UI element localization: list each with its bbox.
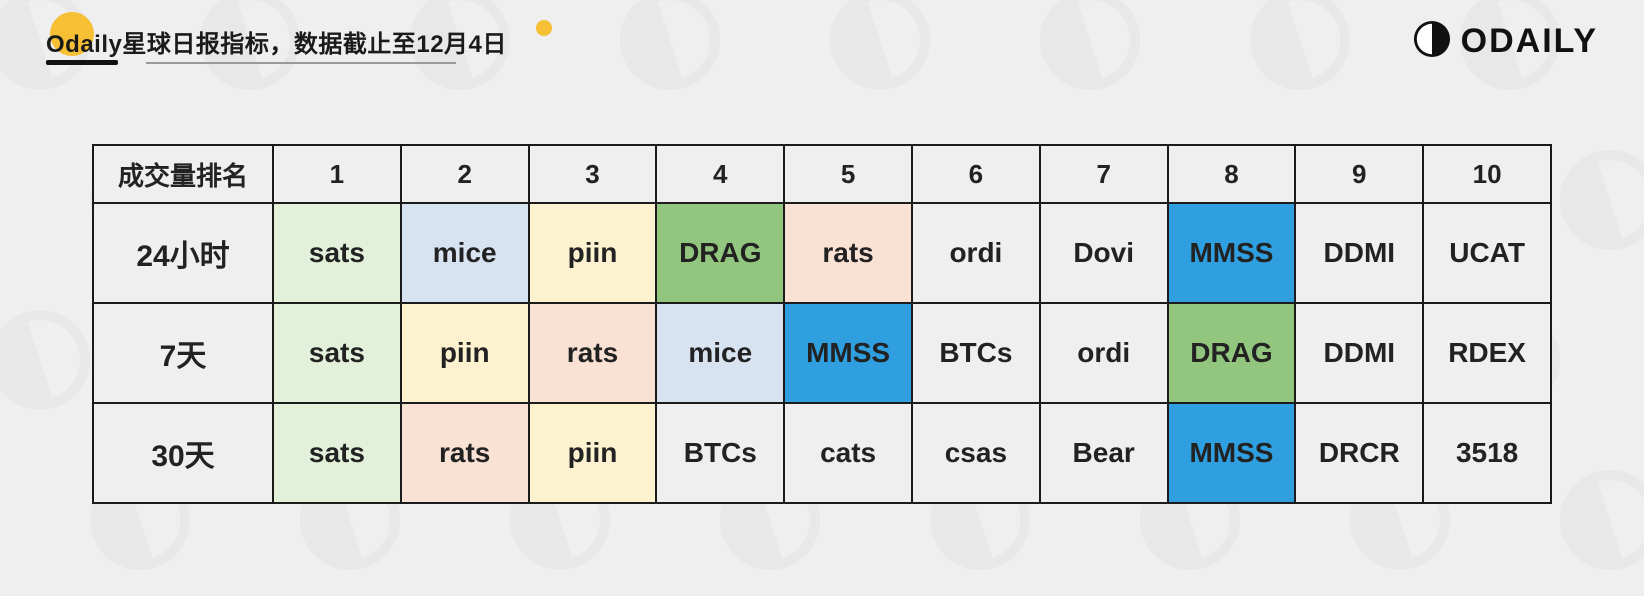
rank-cell: DDMI — [1295, 303, 1423, 403]
accent-circle-small — [536, 20, 552, 36]
rank-cell: ordi — [1040, 303, 1168, 403]
rank-cell: 3518 — [1423, 403, 1551, 503]
rank-cell: BTCs — [656, 403, 784, 503]
header: Odaily星球日报指标，数据截止至12月4日 ODAILY — [36, 18, 1608, 78]
rank-cell: sats — [273, 403, 401, 503]
title-underline-bold — [46, 60, 118, 65]
brand: ODAILY — [1413, 20, 1598, 63]
header-label: 成交量排名 — [93, 145, 273, 203]
header-rank-6: 6 — [912, 145, 1040, 203]
rank-cell: mice — [656, 303, 784, 403]
rank-cell: MMSS — [1168, 403, 1296, 503]
header-rank-7: 7 — [1040, 145, 1168, 203]
header-rank-5: 5 — [784, 145, 912, 203]
rank-cell: RDEX — [1423, 303, 1551, 403]
rank-cell: sats — [273, 303, 401, 403]
rank-cell: UCAT — [1423, 203, 1551, 303]
rank-cell: mice — [401, 203, 529, 303]
header-rank-4: 4 — [656, 145, 784, 203]
rank-cell: DRAG — [656, 203, 784, 303]
rank-cell: rats — [784, 203, 912, 303]
title-wrap: Odaily星球日报指标，数据截止至12月4日 — [36, 18, 507, 59]
rank-cell: MMSS — [784, 303, 912, 403]
brand-logo-icon — [1413, 20, 1451, 63]
table-row: 7天satspiinratsmiceMMSSBTCsordiDRAGDDMIRD… — [93, 303, 1551, 403]
rank-cell: piin — [529, 203, 657, 303]
table-row: 30天satsratspiinBTCscatscsasBearMMSSDRCR3… — [93, 403, 1551, 503]
page-title: Odaily星球日报指标，数据截止至12月4日 — [36, 18, 507, 59]
rank-cell: cats — [784, 403, 912, 503]
header-rank-1: 1 — [273, 145, 401, 203]
brand-text: ODAILY — [1461, 22, 1598, 61]
rank-cell: piin — [401, 303, 529, 403]
header-rank-9: 9 — [1295, 145, 1423, 203]
row-label: 30天 — [93, 403, 273, 503]
title-underline-thin — [146, 62, 456, 64]
rank-cell: sats — [273, 203, 401, 303]
rank-cell: MMSS — [1168, 203, 1296, 303]
header-rank-2: 2 — [401, 145, 529, 203]
table-row: 24小时satsmicepiinDRAGratsordiDoviMMSSDDMI… — [93, 203, 1551, 303]
rank-cell: DRAG — [1168, 303, 1296, 403]
rank-cell: csas — [912, 403, 1040, 503]
rank-cell: ordi — [912, 203, 1040, 303]
rank-cell: DDMI — [1295, 203, 1423, 303]
header-rank-10: 10 — [1423, 145, 1551, 203]
ranking-table: 成交量排名12345678910 24小时satsmicepiinDRAGrat… — [92, 144, 1552, 504]
row-label: 24小时 — [93, 203, 273, 303]
rank-cell: Bear — [1040, 403, 1168, 503]
rank-cell: rats — [529, 303, 657, 403]
rank-cell: BTCs — [912, 303, 1040, 403]
header-rank-3: 3 — [529, 145, 657, 203]
rank-cell: DRCR — [1295, 403, 1423, 503]
rank-cell: rats — [401, 403, 529, 503]
row-label: 7天 — [93, 303, 273, 403]
header-rank-8: 8 — [1168, 145, 1296, 203]
rank-cell: piin — [529, 403, 657, 503]
table-header-row: 成交量排名12345678910 — [93, 145, 1551, 203]
ranking-table-wrap: 成交量排名12345678910 24小时satsmicepiinDRAGrat… — [92, 144, 1552, 504]
rank-cell: Dovi — [1040, 203, 1168, 303]
table-body: 24小时satsmicepiinDRAGratsordiDoviMMSSDDMI… — [93, 203, 1551, 503]
